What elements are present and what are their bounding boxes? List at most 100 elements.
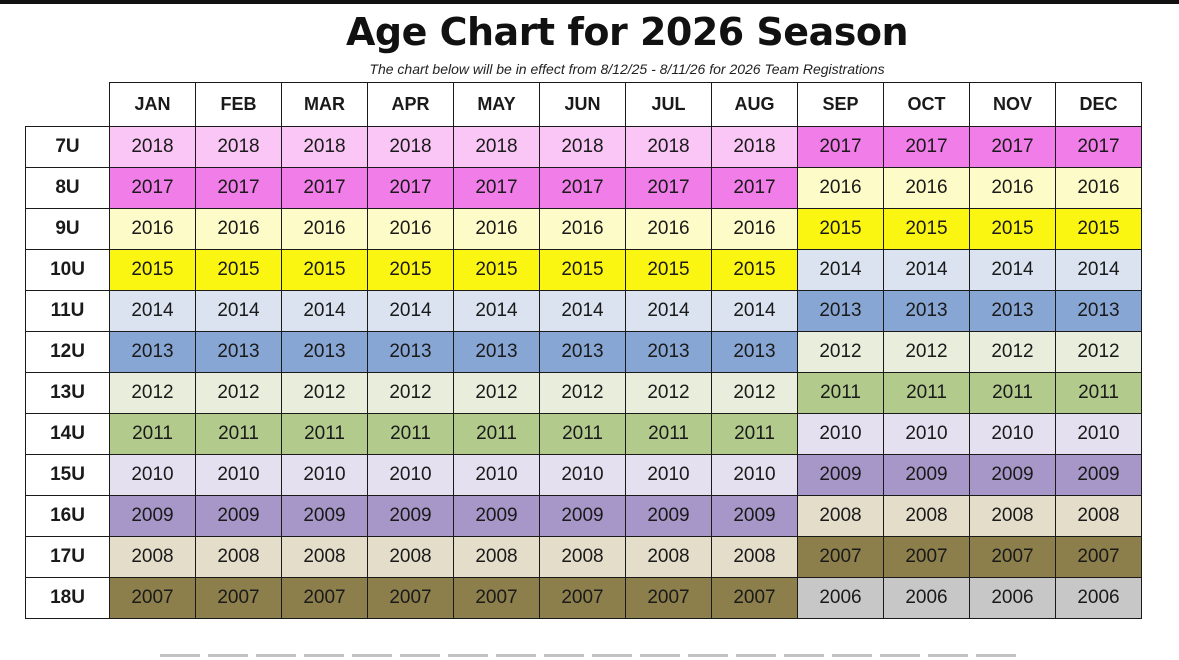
age-group-label: 18U xyxy=(25,577,110,619)
birth-year-cell: 2006 xyxy=(797,577,884,619)
birth-year-cell: 2016 xyxy=(367,208,454,250)
birth-year-cell: 2018 xyxy=(539,126,626,168)
birth-year-cell: 2009 xyxy=(281,495,368,537)
birth-year-cell: 2011 xyxy=(797,372,884,414)
birth-year-cell: 2011 xyxy=(711,413,798,455)
month-header-feb: FEB xyxy=(195,82,282,127)
birth-year-cell: 2010 xyxy=(367,454,454,496)
birth-year-cell: 2014 xyxy=(281,290,368,332)
birth-year-cell: 2013 xyxy=(711,331,798,373)
birth-year-cell: 2017 xyxy=(281,167,368,209)
birth-year-cell: 2014 xyxy=(969,249,1056,291)
birth-year-cell: 2008 xyxy=(195,536,282,578)
birth-year-cell: 2009 xyxy=(883,454,970,496)
age-row-9u: 9U 2016 2016 2016 2016 2016 2016 2016 2016 2015 20… xyxy=(25,208,1142,250)
birth-year-cell: 2014 xyxy=(1055,249,1142,291)
birth-year-cell: 2014 xyxy=(797,249,884,291)
age-row-8u: 8U 2017 2017 2017 2017 2017 2017 2017 2017 2016 20… xyxy=(25,167,1142,209)
birth-year-cell: 2012 xyxy=(109,372,196,414)
birth-year-cell: 2017 xyxy=(453,167,540,209)
birth-year-cell: 2012 xyxy=(195,372,282,414)
birth-year-cell: 2016 xyxy=(109,208,196,250)
age-group-label: 11U xyxy=(25,290,110,332)
birth-year-cell: 2014 xyxy=(539,290,626,332)
bottom-footnote-cutoff xyxy=(160,654,1020,657)
birth-year-cell: 2009 xyxy=(711,495,798,537)
month-header-aug: AUG xyxy=(711,82,798,127)
birth-year-cell: 2013 xyxy=(539,331,626,373)
birth-year-cell: 2010 xyxy=(281,454,368,496)
birth-year-cell: 2017 xyxy=(969,126,1056,168)
birth-year-cell: 2007 xyxy=(453,577,540,619)
age-group-label: 9U xyxy=(25,208,110,250)
birth-year-cell: 2009 xyxy=(797,454,884,496)
birth-year-cell: 2007 xyxy=(625,577,712,619)
birth-year-cell: 2007 xyxy=(969,536,1056,578)
month-header-sep: SEP xyxy=(797,82,884,127)
birth-year-cell: 2011 xyxy=(625,413,712,455)
birth-year-cell: 2015 xyxy=(969,208,1056,250)
birth-year-cell: 2012 xyxy=(539,372,626,414)
birth-year-cell: 2015 xyxy=(625,249,712,291)
birth-year-cell: 2015 xyxy=(195,249,282,291)
birth-year-cell: 2007 xyxy=(367,577,454,619)
birth-year-cell: 2010 xyxy=(797,413,884,455)
birth-year-cell: 2011 xyxy=(109,413,196,455)
birth-year-cell: 2018 xyxy=(109,126,196,168)
birth-year-cell: 2011 xyxy=(195,413,282,455)
month-header-nov: NOV xyxy=(969,82,1056,127)
age-group-label: 14U xyxy=(25,413,110,455)
month-header-oct: OCT xyxy=(883,82,970,127)
birth-year-cell: 2012 xyxy=(367,372,454,414)
birth-year-cell: 2017 xyxy=(1055,126,1142,168)
birth-year-cell: 2018 xyxy=(711,126,798,168)
birth-year-cell: 2007 xyxy=(883,536,970,578)
age-group-label: 8U xyxy=(25,167,110,209)
age-group-label: 7U xyxy=(25,126,110,168)
birth-year-cell: 2010 xyxy=(453,454,540,496)
birth-year-cell: 2013 xyxy=(367,331,454,373)
birth-year-cell: 2011 xyxy=(969,372,1056,414)
birth-year-cell: 2012 xyxy=(1055,331,1142,373)
birth-year-cell: 2016 xyxy=(453,208,540,250)
birth-year-cell: 2011 xyxy=(367,413,454,455)
birth-year-cell: 2014 xyxy=(109,290,196,332)
age-row-14u: 14U 2011 2011 2011 2011 2011 2011 2011 2011 2010 2… xyxy=(25,413,1142,455)
birth-year-cell: 2006 xyxy=(969,577,1056,619)
birth-year-cell: 2010 xyxy=(883,413,970,455)
birth-year-cell: 2017 xyxy=(109,167,196,209)
birth-year-cell: 2007 xyxy=(539,577,626,619)
birth-year-cell: 2008 xyxy=(453,536,540,578)
birth-year-cell: 2008 xyxy=(109,536,196,578)
birth-year-cell: 2010 xyxy=(109,454,196,496)
age-group-label: 12U xyxy=(25,331,110,373)
birth-year-cell: 2018 xyxy=(367,126,454,168)
birth-year-cell: 2015 xyxy=(539,249,626,291)
birth-year-cell: 2007 xyxy=(281,577,368,619)
age-row-12u: 12U 2013 2013 2013 2013 2013 2013 2013 2013 2012 2… xyxy=(25,331,1142,373)
birth-year-cell: 2014 xyxy=(195,290,282,332)
birth-year-cell: 2012 xyxy=(453,372,540,414)
birth-year-cell: 2016 xyxy=(711,208,798,250)
month-header-row: JAN FEB MAR APR MAY JUN JUL AUG SEP OCT NOV DEC xyxy=(25,82,1142,127)
page-subtitle: The chart below will be in effect from 8… xyxy=(369,61,885,77)
birth-year-cell: 2008 xyxy=(539,536,626,578)
birth-year-cell: 2011 xyxy=(539,413,626,455)
birth-year-cell: 2018 xyxy=(281,126,368,168)
age-group-label: 16U xyxy=(25,495,110,537)
month-header-may: MAY xyxy=(453,82,540,127)
birth-year-cell: 2008 xyxy=(367,536,454,578)
birth-year-cell: 2017 xyxy=(625,167,712,209)
corner-cell xyxy=(25,82,110,127)
birth-year-cell: 2006 xyxy=(883,577,970,619)
birth-year-cell: 2016 xyxy=(1055,167,1142,209)
age-chart-table: JAN FEB MAR APR MAY JUN JUL AUG SEP OCT NOV DEC 7U 2… xyxy=(25,82,1142,619)
birth-year-cell: 2007 xyxy=(1055,536,1142,578)
birth-year-cell: 2013 xyxy=(1055,290,1142,332)
birth-year-cell: 2010 xyxy=(711,454,798,496)
birth-year-cell: 2016 xyxy=(195,208,282,250)
birth-year-cell: 2014 xyxy=(625,290,712,332)
month-header-apr: APR xyxy=(367,82,454,127)
birth-year-cell: 2018 xyxy=(195,126,282,168)
birth-year-cell: 2015 xyxy=(109,249,196,291)
